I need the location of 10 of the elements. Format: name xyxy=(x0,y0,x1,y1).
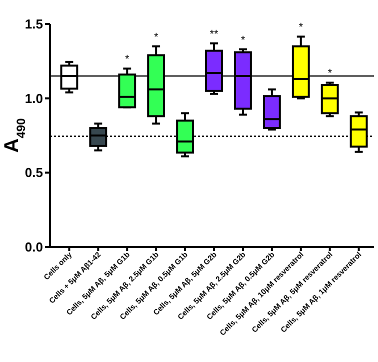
y-tick-label: 1.0 xyxy=(24,90,43,106)
y-tick-label: 1.5 xyxy=(24,16,43,32)
annotation: * xyxy=(328,68,333,80)
annotation: * xyxy=(298,22,304,34)
annotation: ** xyxy=(210,28,219,40)
y-tick-label: 0.0 xyxy=(24,240,43,255)
annotation: * xyxy=(154,31,159,44)
annotation: * xyxy=(124,54,130,66)
annotation: * xyxy=(240,34,246,46)
y-tick-label: 0.5 xyxy=(24,165,43,180)
